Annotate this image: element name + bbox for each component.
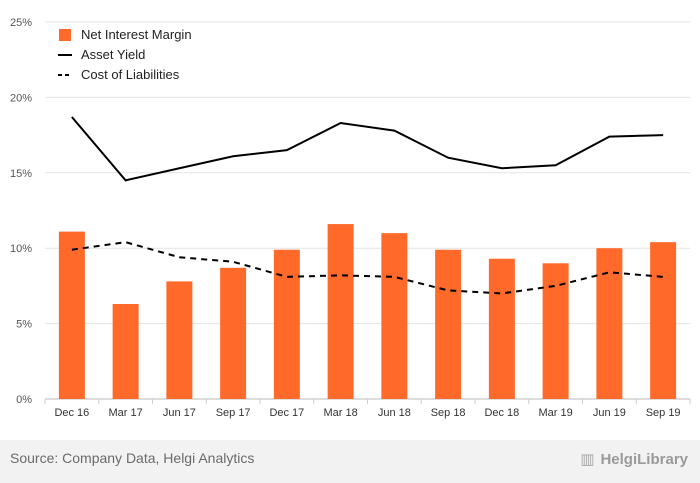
bar — [58, 231, 85, 399]
source-note: Source: Company Data, Helgi Analytics — [10, 450, 255, 466]
bar — [650, 242, 677, 399]
y-axis-ticks: 0% 5% 10% 15% 20% 25% — [10, 17, 32, 406]
y-tick-label: 0% — [16, 394, 32, 406]
bar — [273, 249, 300, 399]
gridlines — [44, 21, 691, 404]
bar — [435, 249, 462, 399]
brand-name: HelgiLibrary — [600, 450, 688, 468]
line-series — [71, 116, 664, 295]
bar — [381, 233, 408, 399]
bar — [596, 248, 623, 399]
x-tick-label: Sep 19 — [646, 407, 681, 419]
bar — [166, 281, 193, 399]
bar — [112, 303, 139, 399]
y-tick-label: 5% — [16, 319, 32, 331]
legend-label: Asset Yield — [81, 47, 145, 62]
bar — [542, 263, 569, 399]
x-tick-label: Sep 18 — [431, 407, 466, 419]
x-tick-label: Mar 18 — [324, 407, 358, 419]
cost-of-liabilities-line — [71, 241, 664, 295]
bar-series — [58, 224, 677, 399]
y-tick-label: 20% — [10, 92, 32, 104]
bar — [488, 258, 515, 399]
x-tick-label: Mar 17 — [109, 407, 143, 419]
x-axis-ticks: Dec 16 Mar 17 Jun 17 Sep 17 Dec 17 Mar 18 Jun … — [54, 407, 680, 419]
bar — [327, 224, 354, 399]
legend: Net Interest Margin Asset Yield Cost of Li… — [58, 27, 192, 82]
brand-logo: ▥ HelgiLibrary — [580, 450, 688, 469]
y-tick-label: 15% — [10, 168, 32, 180]
asset-yield-line — [71, 116, 664, 182]
x-tick-label: Jun 19 — [593, 407, 626, 419]
y-tick-label: 10% — [10, 243, 32, 255]
library-logo-icon: ▥ — [580, 451, 595, 468]
x-tick-label: Jun 18 — [378, 407, 411, 419]
x-tick-label: Dec 17 — [269, 407, 304, 419]
x-tick-label: Mar 19 — [539, 407, 573, 419]
x-tick-label: Jun 17 — [163, 407, 196, 419]
y-tick-label: 25% — [10, 17, 32, 29]
legend-swatch-bar — [59, 29, 71, 41]
x-tick-label: Dec 16 — [54, 407, 89, 419]
legend-label: Cost of Liabilities — [81, 67, 180, 82]
legend-label: Net Interest Margin — [81, 27, 192, 42]
footer: Source: Company Data, Helgi Analytics ▥ … — [0, 440, 700, 483]
x-tick-label: Dec 18 — [484, 407, 519, 419]
bar — [220, 267, 247, 399]
chart: 0% 5% 10% 15% 20% 25% Dec 16 Mar 17 Jun 17 Sep 1… — [10, 17, 691, 419]
x-tick-label: Sep 17 — [216, 407, 251, 419]
